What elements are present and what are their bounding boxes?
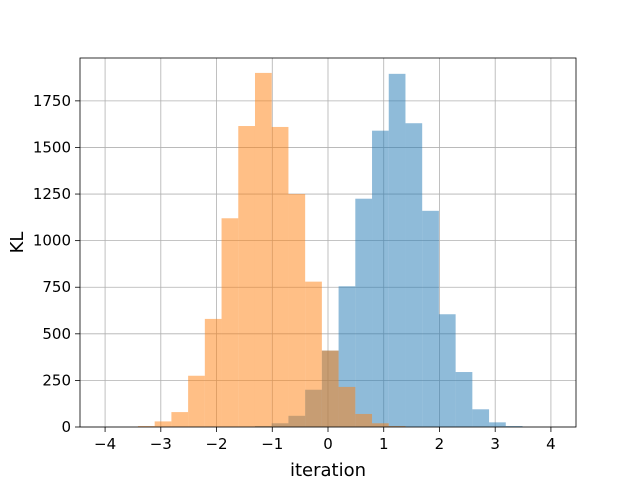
y-axis-label: KL [7,232,28,254]
y-tick-label: 1750 [33,92,71,110]
histogram-bar-series-1 [489,422,506,427]
histogram-bar-series-1 [472,409,490,427]
x-tick-label: −1 [261,435,283,453]
x-tick-label: 2 [435,435,445,453]
histogram-bar-series-2 [388,426,406,427]
histogram-bar-series-2 [254,72,272,427]
y-tick-label: 1250 [33,185,71,203]
x-tick-label: 4 [546,435,556,453]
histogram-bar-series-1 [355,198,373,427]
histogram-bar-series-2 [355,413,373,427]
y-axis-ticks: 0 250 500 750 1000 1250 1500 1750 [33,92,80,436]
histogram-bar-series-1 [422,210,439,427]
histogram-bar-series-2 [137,426,155,427]
histogram-bar-series-1 [438,314,456,427]
histogram-bar-series-2 [271,126,289,428]
histogram-bars [137,72,523,428]
histogram-bar-series-2 [372,423,389,427]
x-tick-label: 3 [490,435,500,453]
y-tick-label: 1000 [33,232,71,250]
x-axis-label: iteration [290,460,366,480]
y-tick-label: 250 [42,371,71,389]
histogram-bar-series-2 [338,386,356,427]
x-tick-label: −3 [150,435,172,453]
histogram-bar-series-2 [305,281,322,427]
x-tick-label: −4 [94,435,116,453]
histogram-bar-series-2 [154,421,172,427]
y-tick-label: 0 [61,418,71,436]
histogram-bar-series-2 [171,412,189,427]
histogram-bar-series-2 [288,194,306,427]
histogram-bar-series-1 [455,372,473,427]
x-tick-label: −2 [205,435,227,453]
histogram-bar-series-1 [372,130,389,427]
x-axis-ticks: −4 −3 −2 −1 0 1 2 3 4 [94,427,556,453]
histogram-bar-series-1 [505,426,523,427]
histogram-bar-series-1 [388,73,406,427]
x-tick-label: 1 [379,435,389,453]
x-tick-label: 0 [323,435,333,453]
y-tick-label: 1500 [33,138,71,156]
y-tick-label: 750 [42,278,71,296]
histogram-bar-series-2 [321,350,339,427]
histogram-bar-series-2 [204,318,222,427]
y-tick-label: 500 [42,325,71,343]
histogram-bar-series-2 [188,375,205,427]
histogram-bar-series-2 [221,218,239,427]
histogram-bar-series-2 [238,126,255,427]
histogram-bar-series-1 [405,123,423,428]
